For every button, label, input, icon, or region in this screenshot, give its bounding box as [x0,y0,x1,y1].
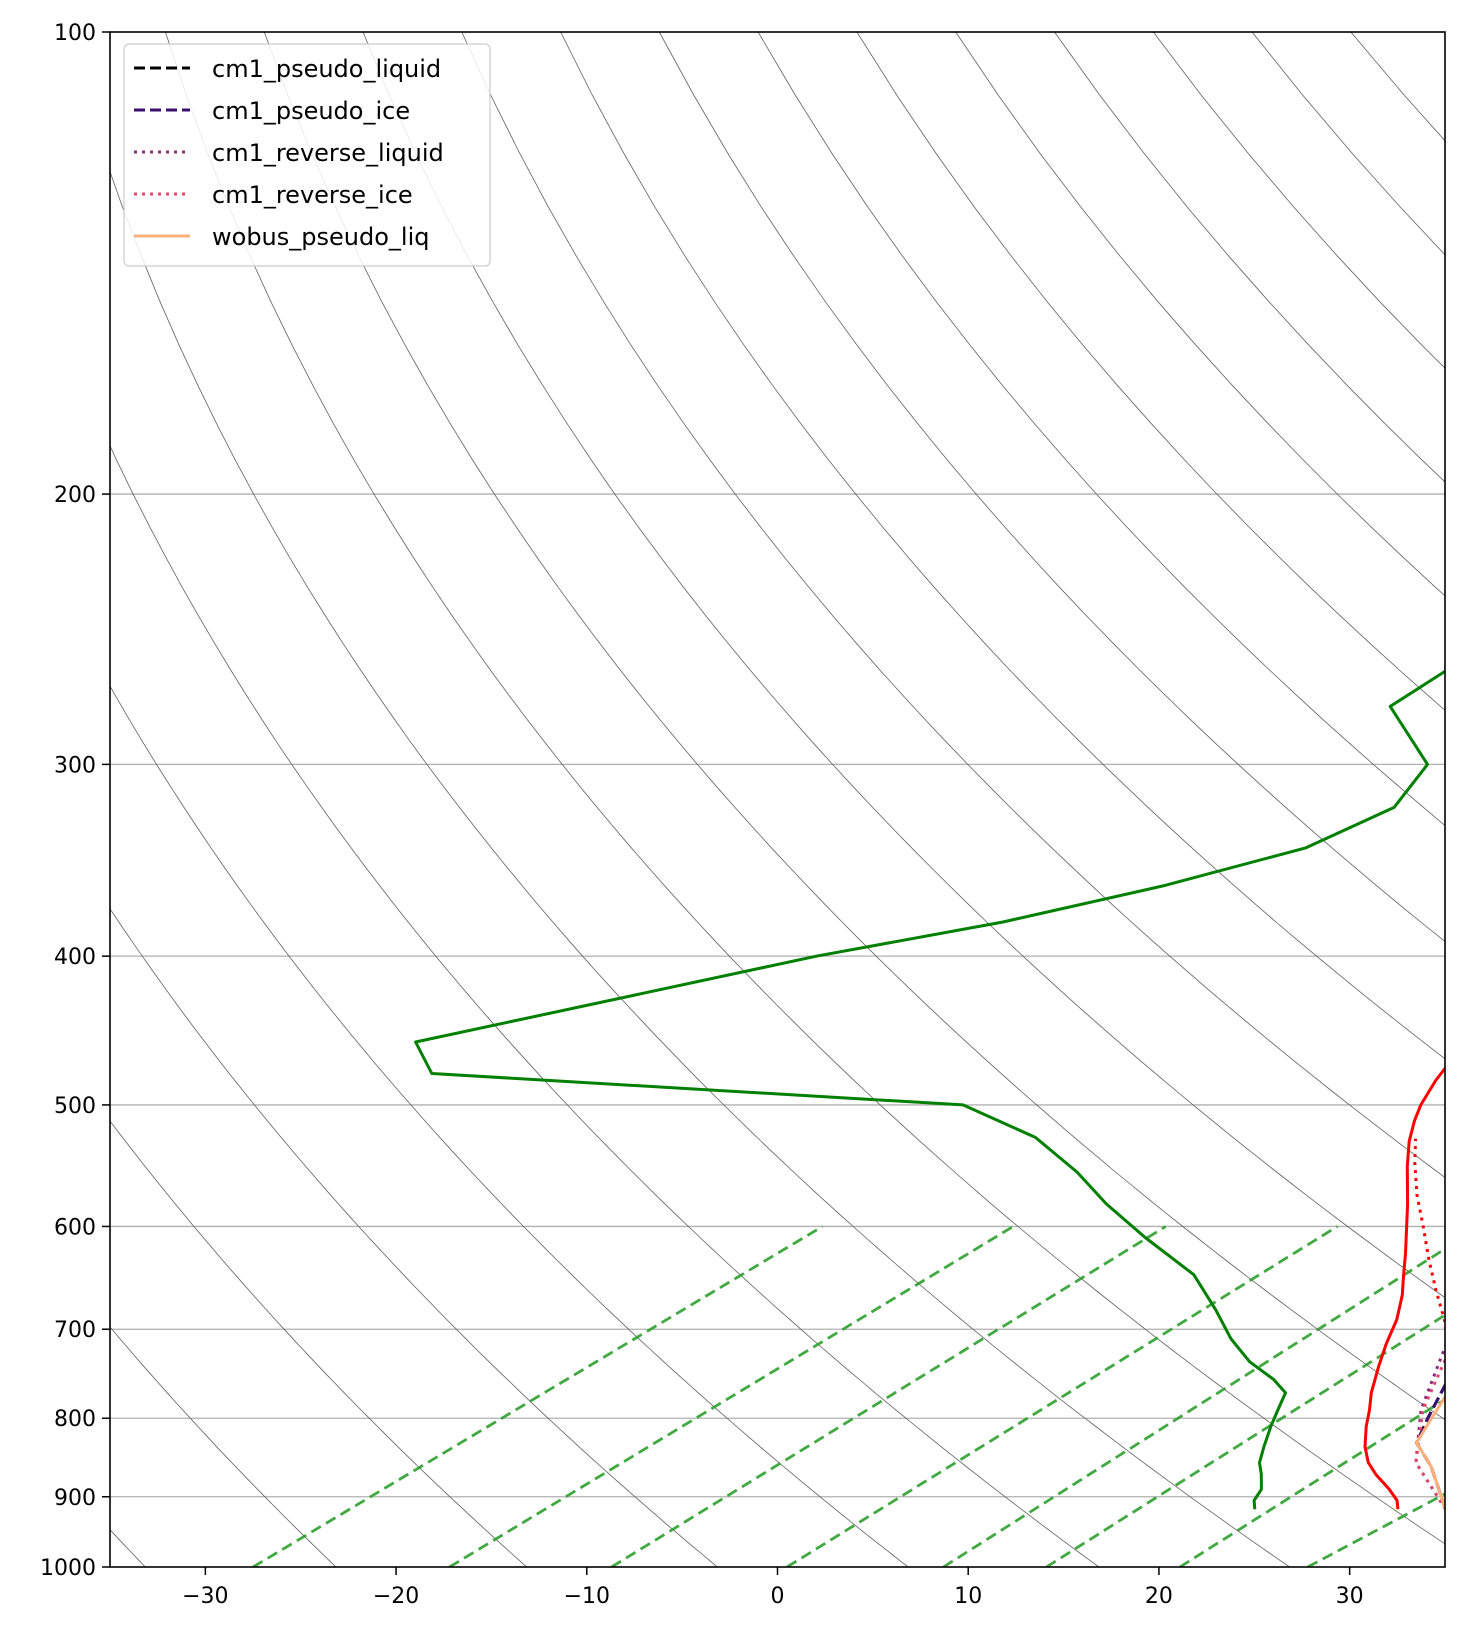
dry-adiabat-line [461,32,1445,1178]
mixing-ratio-line [448,1225,1014,1567]
series-line-temperature [1363,1066,1445,1510]
x-tick-label: 30 [1336,1584,1364,1609]
y-axis: 1000 900 800 700 600 500 400 300 200 100 [40,21,110,1581]
mixing-ratio-line [610,1225,1167,1567]
dry-adiabat-line [110,1326,337,1567]
mixing-ratio-line [942,1247,1445,1567]
x-tick-label: 10 [954,1584,982,1609]
legend-entry-cm1-pseudo-ice: cm1_pseudo_ice [134,97,410,125]
y-tick-label: 800 [54,1407,96,1432]
y-tick-label: 300 [54,753,96,778]
mixing-ratio-line [1045,1313,1445,1567]
y-tick-label: 1000 [40,1556,96,1581]
mixing-ratio-line [1307,1492,1445,1567]
plot-background [110,32,1445,1567]
y-tick-label: 100 [54,21,96,46]
mixing-ratio-lines [252,1225,1445,1567]
series-line-parcel-reverse-liquid-red [1413,1138,1445,1334]
legend-label: cm1_pseudo_ice [212,97,410,125]
legend-box [123,43,491,267]
x-tick-label: −10 [564,1584,610,1609]
dry-adiabat-line [110,685,909,1567]
x-tick-label: 0 [771,1584,785,1609]
dry-adiabat-line [856,32,1445,711]
y-tick-label: 500 [54,1094,96,1119]
legend-entry-cm1-pseudo-liquid: cm1_pseudo_liquid [134,55,441,83]
x-axis: −30 −20 −10 0 10 20 30 [182,1567,1364,1609]
dry-adiabat-line [263,32,1445,1421]
dry-adiabat-line [110,1120,527,1567]
x-tick-label: −20 [373,1584,419,1609]
dry-adiabat-line [110,444,1100,1567]
y-tick-label: 700 [54,1318,96,1343]
dry-adiabat-line [658,32,1445,943]
series-line-cm1_pseudo_ice [1415,1382,1445,1510]
dry-adiabats [110,32,1469,1567]
mixing-ratio-line [786,1225,1339,1567]
mixing-ratio-line [1179,1397,1445,1567]
legend-label: cm1_pseudo_liquid [212,55,441,83]
y-tick-label: 400 [54,945,96,970]
y-tick-label: 600 [54,1215,96,1240]
dry-adiabat-line [165,32,1445,1545]
series-lines [414,669,1445,1511]
legend-entry-cm1-reverse-liquid: cm1_reverse_liquid [134,139,444,167]
legend-label: cm1_reverse_liquid [212,139,444,167]
x-tick-label: 20 [1145,1584,1173,1609]
pressure-gridlines [110,493,1445,1498]
dry-adiabat-line [757,32,1445,826]
dry-adiabat-line [362,32,1445,1299]
dry-adiabat-line [110,908,718,1567]
dry-adiabat-line [1450,32,1469,1567]
x-tick-label: −30 [182,1584,228,1609]
series-line-dewpoint [414,669,1445,1510]
legend-entry-cm1-reverse-ice: cm1_reverse_ice [134,181,413,209]
legend-entry-wobus-pseudo-liq: wobus_pseudo_liq [134,223,429,251]
legend-label: cm1_reverse_ice [212,181,413,209]
legend: cm1_pseudo_liquid cm1_pseudo_ice cm1_rev… [123,43,491,267]
y-tick-label: 900 [54,1486,96,1511]
y-tick-label: 200 [54,483,96,508]
legend-label: wobus_pseudo_liq [212,223,429,251]
dry-adiabat-line [110,170,1290,1567]
dry-adiabat-line [560,32,1445,1060]
background-lines [110,32,1469,1567]
mixing-ratio-line [252,1225,824,1567]
